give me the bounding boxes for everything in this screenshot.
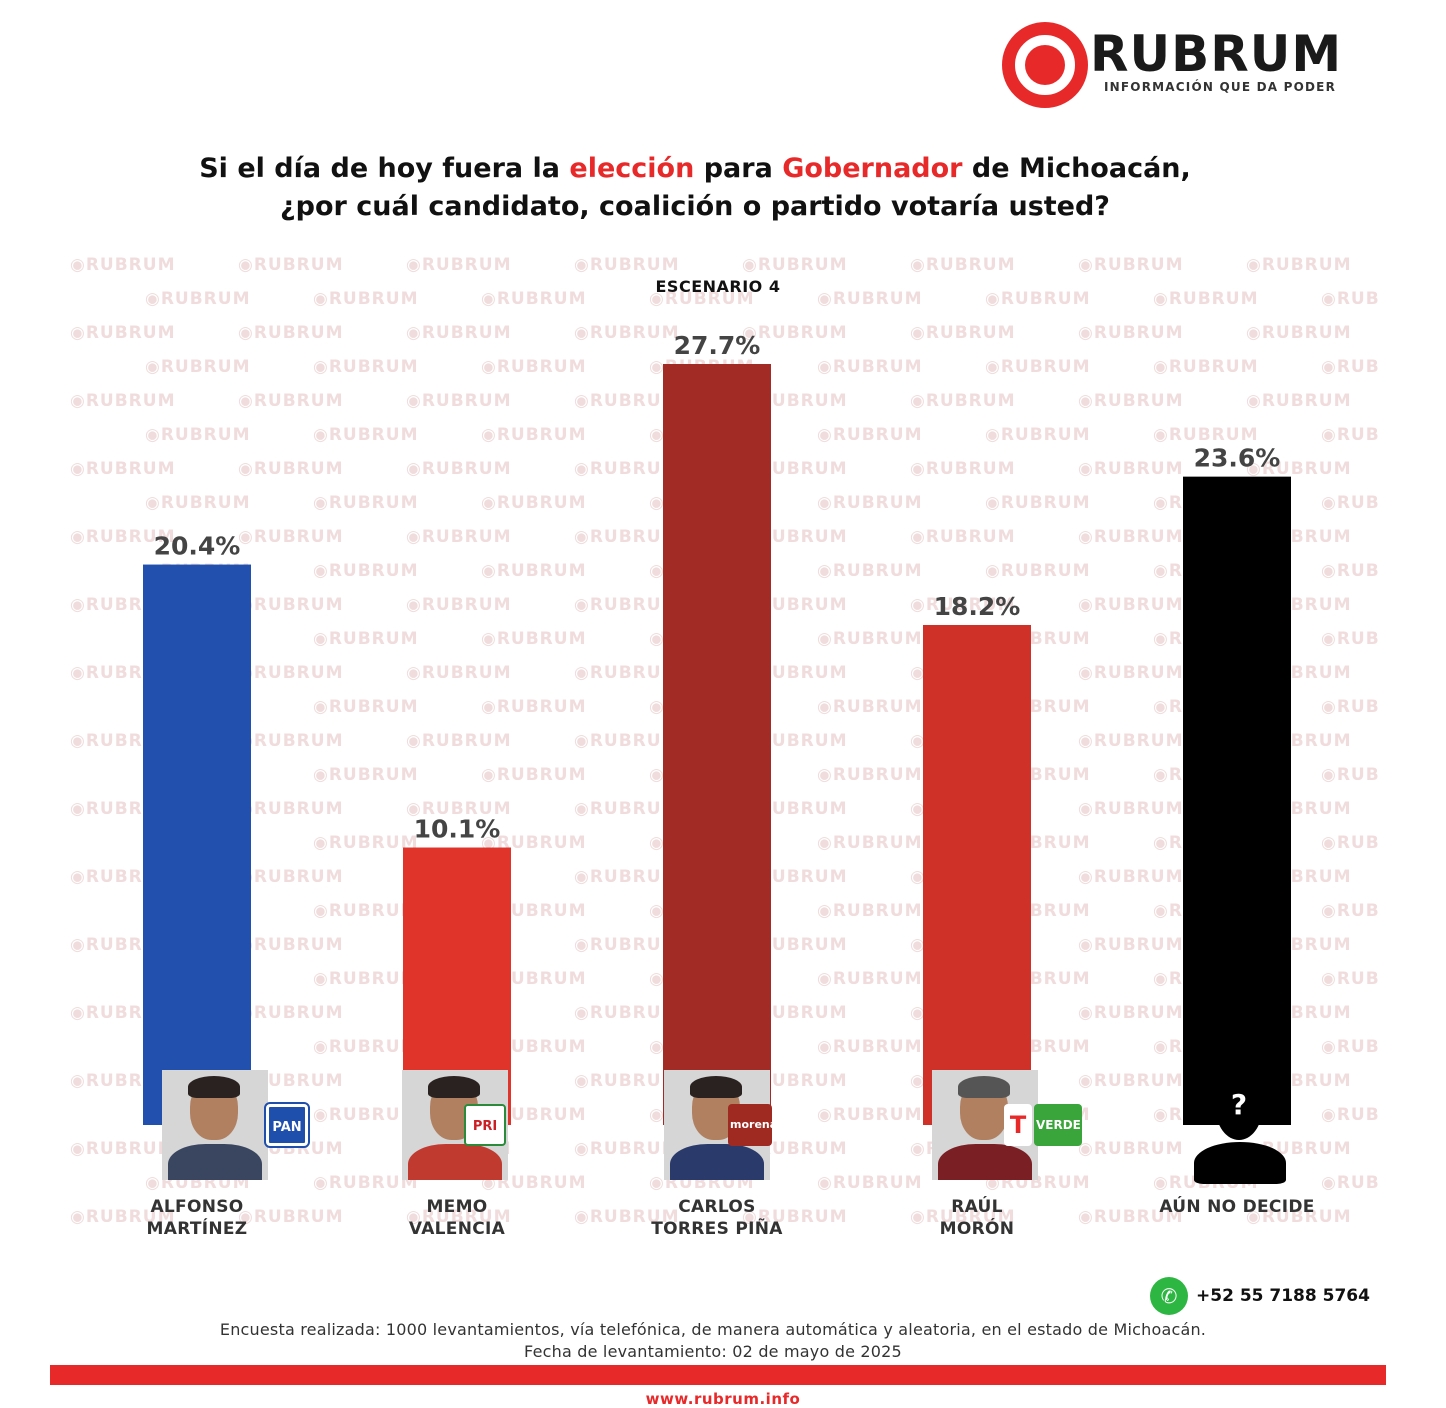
bar-value-label-4: 18.2% [934, 592, 1021, 621]
survey-question: Si el día de hoy fuera la elección para … [0, 150, 1390, 226]
survey-date-note: Fecha de levantamiento: 02 de mayo de 20… [524, 1342, 902, 1361]
candidate-photo [162, 1070, 268, 1180]
logo-tagline: INFORMACIÓN QUE DA PODER [1104, 80, 1337, 94]
candidate-photo-raul: T VERDE [904, 1070, 1084, 1182]
question-highlight-gobernador: Gobernador [782, 153, 963, 184]
website-link[interactable]: www.rubrum.info [645, 1390, 801, 1408]
bar-value-label-3: 27.7% [674, 331, 761, 360]
name-line: RAÚL [951, 1197, 1003, 1217]
candidate-name-carlos: CARLOS TORRES PIÑA [617, 1196, 817, 1240]
bar-3 [663, 364, 771, 1125]
undecided-silhouette: ? [1148, 1070, 1328, 1184]
candidate-name-undecided: AÚN NO DECIDE [1137, 1196, 1337, 1218]
name-line: AÚN NO DECIDE [1159, 1197, 1315, 1217]
logo-dot-icon [1025, 45, 1065, 85]
candidate-name-alfonso: ALFONSO MARTÍNEZ [97, 1196, 297, 1240]
bar-5 [1183, 476, 1291, 1125]
candidate-name-raul: RAÚL MORÓN [877, 1196, 1077, 1240]
question-line-1: Si el día de hoy fuera la elección para … [0, 150, 1390, 188]
question-highlight-eleccion: elección [569, 153, 695, 184]
pt-logo-icon: T [1004, 1104, 1032, 1146]
name-line: MORÓN [939, 1219, 1015, 1239]
footer-bar [50, 1365, 1386, 1385]
chart-subtitle: ESCENARIO 4 [655, 277, 781, 296]
bar-value-label-2: 10.1% [414, 815, 501, 844]
question-text: Si el día de hoy fuera la [199, 153, 570, 184]
question-line-2: ¿por cuál candidato, coalición o partido… [280, 191, 1110, 222]
question-text: de Michoacán, [962, 153, 1191, 184]
bar-value-label-5: 23.6% [1194, 444, 1281, 473]
name-line: VALENCIA [408, 1219, 506, 1239]
name-line: CARLOS [678, 1197, 756, 1217]
verde-logo-icon: VERDE [1034, 1104, 1082, 1146]
candidate-photo-alfonso: PAN [134, 1070, 314, 1182]
silhouette-icon: ? [1188, 1078, 1288, 1184]
question-mark-icon: ? [1230, 1088, 1248, 1121]
candidate-photo-memo: PRI [374, 1070, 554, 1182]
name-line: ALFONSO [150, 1197, 244, 1217]
rubrum-logo: RUBRUM INFORMACIÓN QUE DA PODER [1000, 18, 1380, 108]
morena-logo-icon: morena [728, 1104, 777, 1146]
whatsapp-icon[interactable]: ✆ [1150, 1277, 1188, 1315]
name-line: TORRES PIÑA [651, 1219, 783, 1239]
candidate-photo-carlos: morena [636, 1070, 816, 1182]
contact-phone[interactable]: +52 55 7188 5764 [1196, 1286, 1370, 1306]
name-line: MARTÍNEZ [146, 1219, 248, 1239]
question-text: para [694, 153, 783, 184]
pan-logo-icon: PAN [264, 1102, 310, 1148]
candidate-name-memo: MEMO VALENCIA [357, 1196, 557, 1240]
methodology-note: Encuesta realizada: 1000 levantamientos,… [219, 1320, 1207, 1339]
logo-wordmark: RUBRUM [1090, 25, 1343, 83]
name-line: MEMO [426, 1197, 488, 1217]
bar-value-label-1: 20.4% [154, 532, 241, 561]
bar-4 [923, 624, 1031, 1125]
pri-logo-icon: PRI [464, 1104, 506, 1146]
bar-1 [143, 564, 251, 1125]
